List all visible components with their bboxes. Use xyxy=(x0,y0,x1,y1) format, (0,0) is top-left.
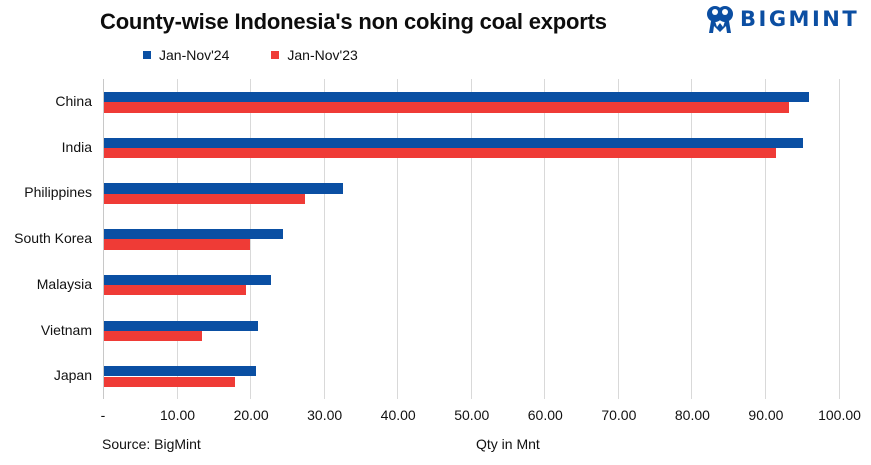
legend-swatch-icon xyxy=(271,51,280,59)
source-note: Source: BigMint xyxy=(102,436,201,452)
gridline xyxy=(471,79,472,399)
category-label: Japan xyxy=(53,367,92,384)
legend-item-2023: Jan-Nov'23 xyxy=(271,47,358,63)
gridline xyxy=(618,79,619,399)
gridline xyxy=(765,79,766,399)
category-label: China xyxy=(55,93,92,109)
x-tick-label: 30.00 xyxy=(307,407,343,423)
bar-china-2024 xyxy=(104,92,810,103)
x-axis-label: Qty in Mnt xyxy=(476,436,540,452)
category-label: Malaysia xyxy=(36,275,92,292)
bar-japan-2023 xyxy=(104,376,235,387)
gridline xyxy=(397,79,398,399)
x-tick-label: 40.00 xyxy=(380,407,416,423)
x-tick-label: - xyxy=(100,407,106,423)
bar-malaysia-2024 xyxy=(104,274,271,286)
chart-title: County-wise Indonesia's non coking coal … xyxy=(100,9,607,34)
legend-label: Jan-Nov'24 xyxy=(159,47,230,63)
y-axis-line xyxy=(103,79,104,399)
bar-philippines-2024 xyxy=(104,183,344,194)
x-tick-label: 70.00 xyxy=(601,407,637,423)
category-label: India xyxy=(61,138,92,155)
bar-south-korea-2024 xyxy=(104,229,283,240)
bigmint-people-icon xyxy=(707,6,733,33)
bar-philippines-2023 xyxy=(104,193,305,204)
gridline xyxy=(691,79,692,399)
bar-japan-2024 xyxy=(104,366,257,377)
chart-legend: Jan-Nov'24 Jan-Nov'23 xyxy=(143,47,400,63)
bar-india-2024 xyxy=(104,137,804,148)
gridline xyxy=(324,79,325,399)
x-tick-label: 50.00 xyxy=(454,407,490,423)
gridline xyxy=(544,79,545,399)
legend-item-2024: Jan-Nov'24 xyxy=(143,47,229,63)
x-tick-label: 20.00 xyxy=(233,407,269,423)
x-tick-label: 90.00 xyxy=(748,407,784,423)
logo-text: BIGMINT xyxy=(740,7,860,31)
bar-vietnam-2023 xyxy=(104,330,202,342)
category-label: Philippines xyxy=(24,184,92,201)
category-label: South Korea xyxy=(14,230,92,247)
gridline xyxy=(839,79,840,399)
x-tick-label: 10.00 xyxy=(160,407,196,423)
legend-label: Jan-Nov'23 xyxy=(287,47,358,63)
bar-vietnam-2024 xyxy=(104,320,258,331)
x-tick-label: 100.00 xyxy=(818,407,861,423)
bar-india-2023 xyxy=(104,148,776,159)
category-label: Vietnam xyxy=(40,321,92,338)
legend-swatch-icon xyxy=(143,51,151,59)
bar-malaysia-2023 xyxy=(104,285,246,296)
bar-china-2023 xyxy=(104,102,790,113)
brand-logo: BIGMINT xyxy=(706,4,859,34)
x-tick-label: 80.00 xyxy=(674,407,710,423)
bar-south-korea-2023 xyxy=(104,239,250,250)
x-tick-label: 60.00 xyxy=(527,407,563,423)
